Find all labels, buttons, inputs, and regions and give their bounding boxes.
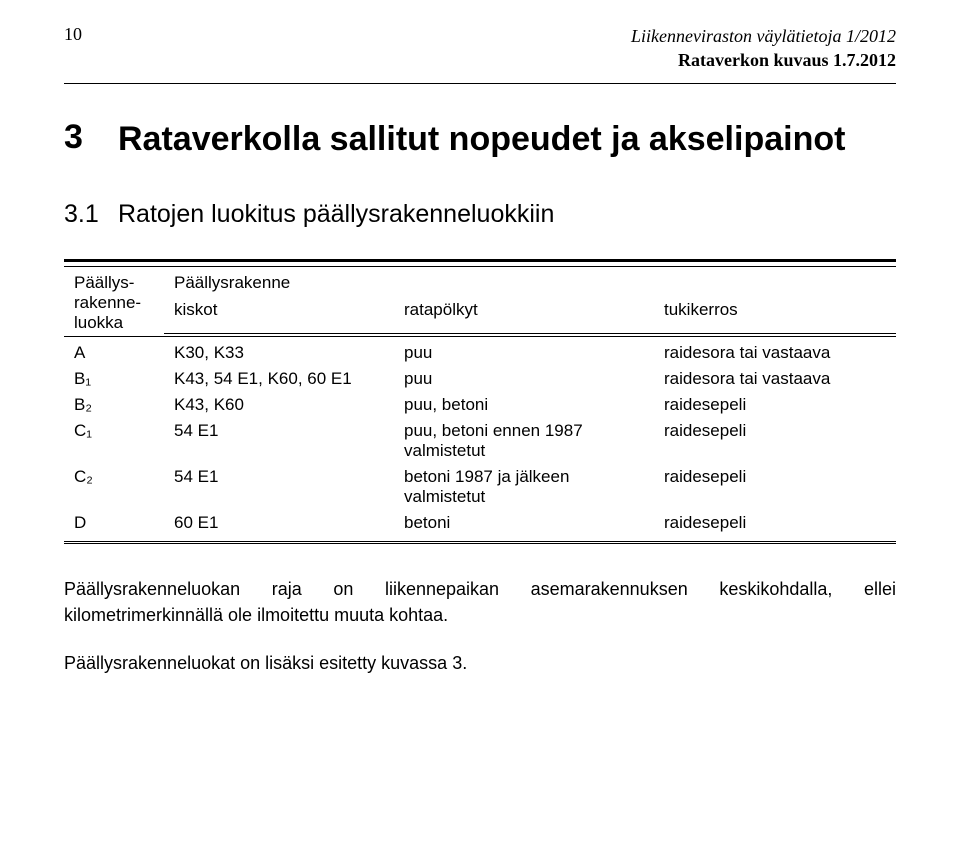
table-row: D 60 E1 betoni raidesepeli [64,510,896,543]
cell-ratapolkyt: betoni 1987 ja jälkeen valmistetut [394,464,654,510]
header-publication: Liikenneviraston väylätietoja 1/2012 [92,24,896,48]
cell-luokka: D [64,510,164,543]
cell-luokka: C₂ [64,464,164,510]
cell-ratapolkyt: puu, betoni [394,392,654,418]
cell-ratapolkyt: puu [394,336,654,366]
col-header-ratapolkyt: ratapölkyt [394,300,654,333]
col-header-kiskot: kiskot [164,300,394,333]
cell-tukikerros: raidesepeli [654,510,896,543]
subsection-title: Ratojen luokitus päällysrakenneluokkiin [118,200,554,229]
table-row: B₂ K43, K60 puu, betoni raidesepeli [64,392,896,418]
section-heading: 3 Rataverkolla sallitut nopeudet ja akse… [64,118,896,161]
table-row: A K30, K33 puu raidesora tai vastaava [64,336,896,366]
cell-tukikerros: raidesepeli [654,464,896,510]
section-number: 3 [64,118,118,157]
page: 10 Liikenneviraston väylätietoja 1/2012 … [0,0,960,852]
page-header: 10 Liikenneviraston väylätietoja 1/2012 … [64,24,896,73]
header-titles: Liikenneviraston väylätietoja 1/2012 Rat… [92,24,896,73]
body-paragraph-2: Päällysrakenneluokat on lisäksi esitetty… [64,650,896,676]
cell-ratapolkyt: puu [394,366,654,392]
page-number: 10 [64,24,92,45]
cell-kiskot: K30, K33 [164,336,394,366]
col-header-luokka: Päällys- rakenne- luokka [64,267,164,333]
cell-luokka: A [64,336,164,366]
cell-ratapolkyt: betoni [394,510,654,543]
col-header-paallysrakenne: Päällysrakenne [164,267,896,300]
cell-tukikerros: raidesora tai vastaava [654,336,896,366]
table-row: C₂ 54 E1 betoni 1987 ja jälkeen valmiste… [64,464,896,510]
header-rule [64,83,896,84]
header-doc-title: Rataverkon kuvaus 1.7.2012 [92,48,896,72]
table-row: B₁ K43, 54 E1, K60, 60 E1 puu raidesora … [64,366,896,392]
cell-kiskot: K43, K60 [164,392,394,418]
subsection-number: 3.1 [64,200,118,229]
paallysrakenne-table: Päällys- rakenne- luokka Päällysrakenne … [64,259,896,544]
cell-tukikerros: raidesepeli [654,418,896,464]
body-paragraph-1: Päällysrakenneluokan raja on liikennepai… [64,576,896,628]
cell-kiskot: 60 E1 [164,510,394,543]
col-header-tukikerros: tukikerros [654,300,896,333]
cell-tukikerros: raidesora tai vastaava [654,366,896,392]
cell-kiskot: 54 E1 [164,418,394,464]
table-row: C₁ 54 E1 puu, betoni ennen 1987 valmiste… [64,418,896,464]
cell-tukikerros: raidesepeli [654,392,896,418]
cell-kiskot: K43, 54 E1, K60, 60 E1 [164,366,394,392]
section-title: Rataverkolla sallitut nopeudet ja akseli… [118,118,845,161]
cell-ratapolkyt: puu, betoni ennen 1987 valmistetut [394,418,654,464]
subsection-heading: 3.1 Ratojen luokitus päällysrakenneluokk… [64,200,896,229]
cell-luokka: C₁ [64,418,164,464]
cell-kiskot: 54 E1 [164,464,394,510]
cell-luokka: B₁ [64,366,164,392]
cell-luokka: B₂ [64,392,164,418]
